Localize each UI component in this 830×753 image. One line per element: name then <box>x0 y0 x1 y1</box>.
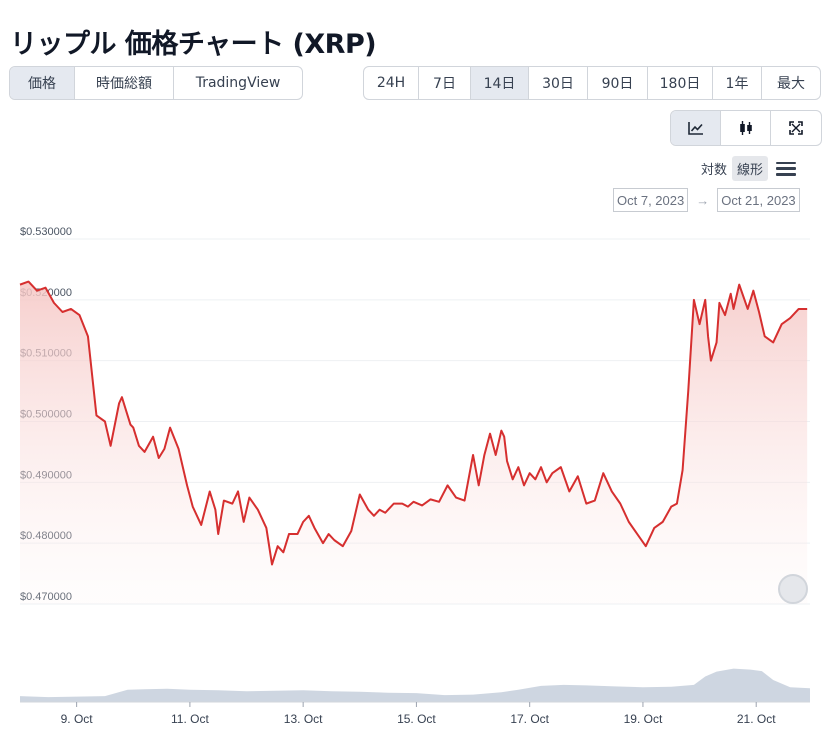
range-max[interactable]: 最大 <box>777 76 805 92</box>
tab-tradingview[interactable]: TradingView <box>195 75 281 91</box>
x-tick-label: 21. Oct <box>737 712 776 726</box>
log-scale-option[interactable]: 対数 <box>701 163 728 178</box>
fullscreen-icon <box>789 121 803 135</box>
x-tick-label: 15. Oct <box>397 712 436 726</box>
candlestick-icon <box>739 121 752 135</box>
x-tick-label: 11. Oct <box>171 712 209 726</box>
date-to-input[interactable]: Oct 21, 2023 <box>717 188 800 212</box>
range-90d[interactable]: 90日 <box>588 67 648 99</box>
line-chart-button[interactable] <box>671 111 721 145</box>
linear-scale-option[interactable]: 線形 <box>732 156 769 181</box>
range-7d[interactable]: 7日 <box>419 67 471 99</box>
price-chart[interactable]: $0.530000$0.520000$0.510000$0.500000$0.4… <box>0 225 830 745</box>
fullscreen-button[interactable] <box>771 111 821 145</box>
date-range: Oct 7, 2023 → Oct 21, 2023 <box>613 188 800 212</box>
tab-price[interactable]: 価格 <box>10 67 75 99</box>
coingecko-logo-icon <box>778 574 808 604</box>
y-tick-label: $0.530000 <box>20 226 72 238</box>
range-24h[interactable]: 24H <box>364 67 419 99</box>
x-tick-label: 9. Oct <box>61 712 94 726</box>
tab-market-cap[interactable]: 時価総額 <box>75 67 174 99</box>
line-chart-icon <box>687 122 703 135</box>
range-14d[interactable]: 14日 <box>471 67 529 99</box>
menu-icon[interactable] <box>776 161 797 176</box>
price-line[interactable] <box>19 280 808 566</box>
range-180d[interactable]: 180日 <box>648 67 713 99</box>
volume-area <box>20 668 810 702</box>
x-tick-label: 17. Oct <box>510 712 549 726</box>
range-30d[interactable]: 30日 <box>529 67 588 99</box>
x-tick-label: 13. Oct <box>284 712 323 726</box>
scale-toggle: 対数 線形 <box>696 156 797 181</box>
page-title: リップル 価格チャート (XRP) <box>10 29 377 60</box>
chart-type-tabs <box>670 110 822 146</box>
date-range-arrow: → <box>696 192 710 208</box>
date-from-input[interactable]: Oct 7, 2023 <box>613 188 689 212</box>
x-tick-label: 19. Oct <box>624 712 663 726</box>
range-1y[interactable]: 1年 <box>713 67 762 99</box>
range-tabs: 24H 7日 14日 30日 90日 180日 1年 最大 <box>363 66 821 100</box>
candlestick-button[interactable] <box>721 111 771 145</box>
x-axis-ticks: 9. Oct 11. Oct 13. Oct 15. Oct 17. Oct 19. Oc… <box>20 701 810 726</box>
view-tabs: 価格 時価総額 TradingView <box>9 66 303 100</box>
